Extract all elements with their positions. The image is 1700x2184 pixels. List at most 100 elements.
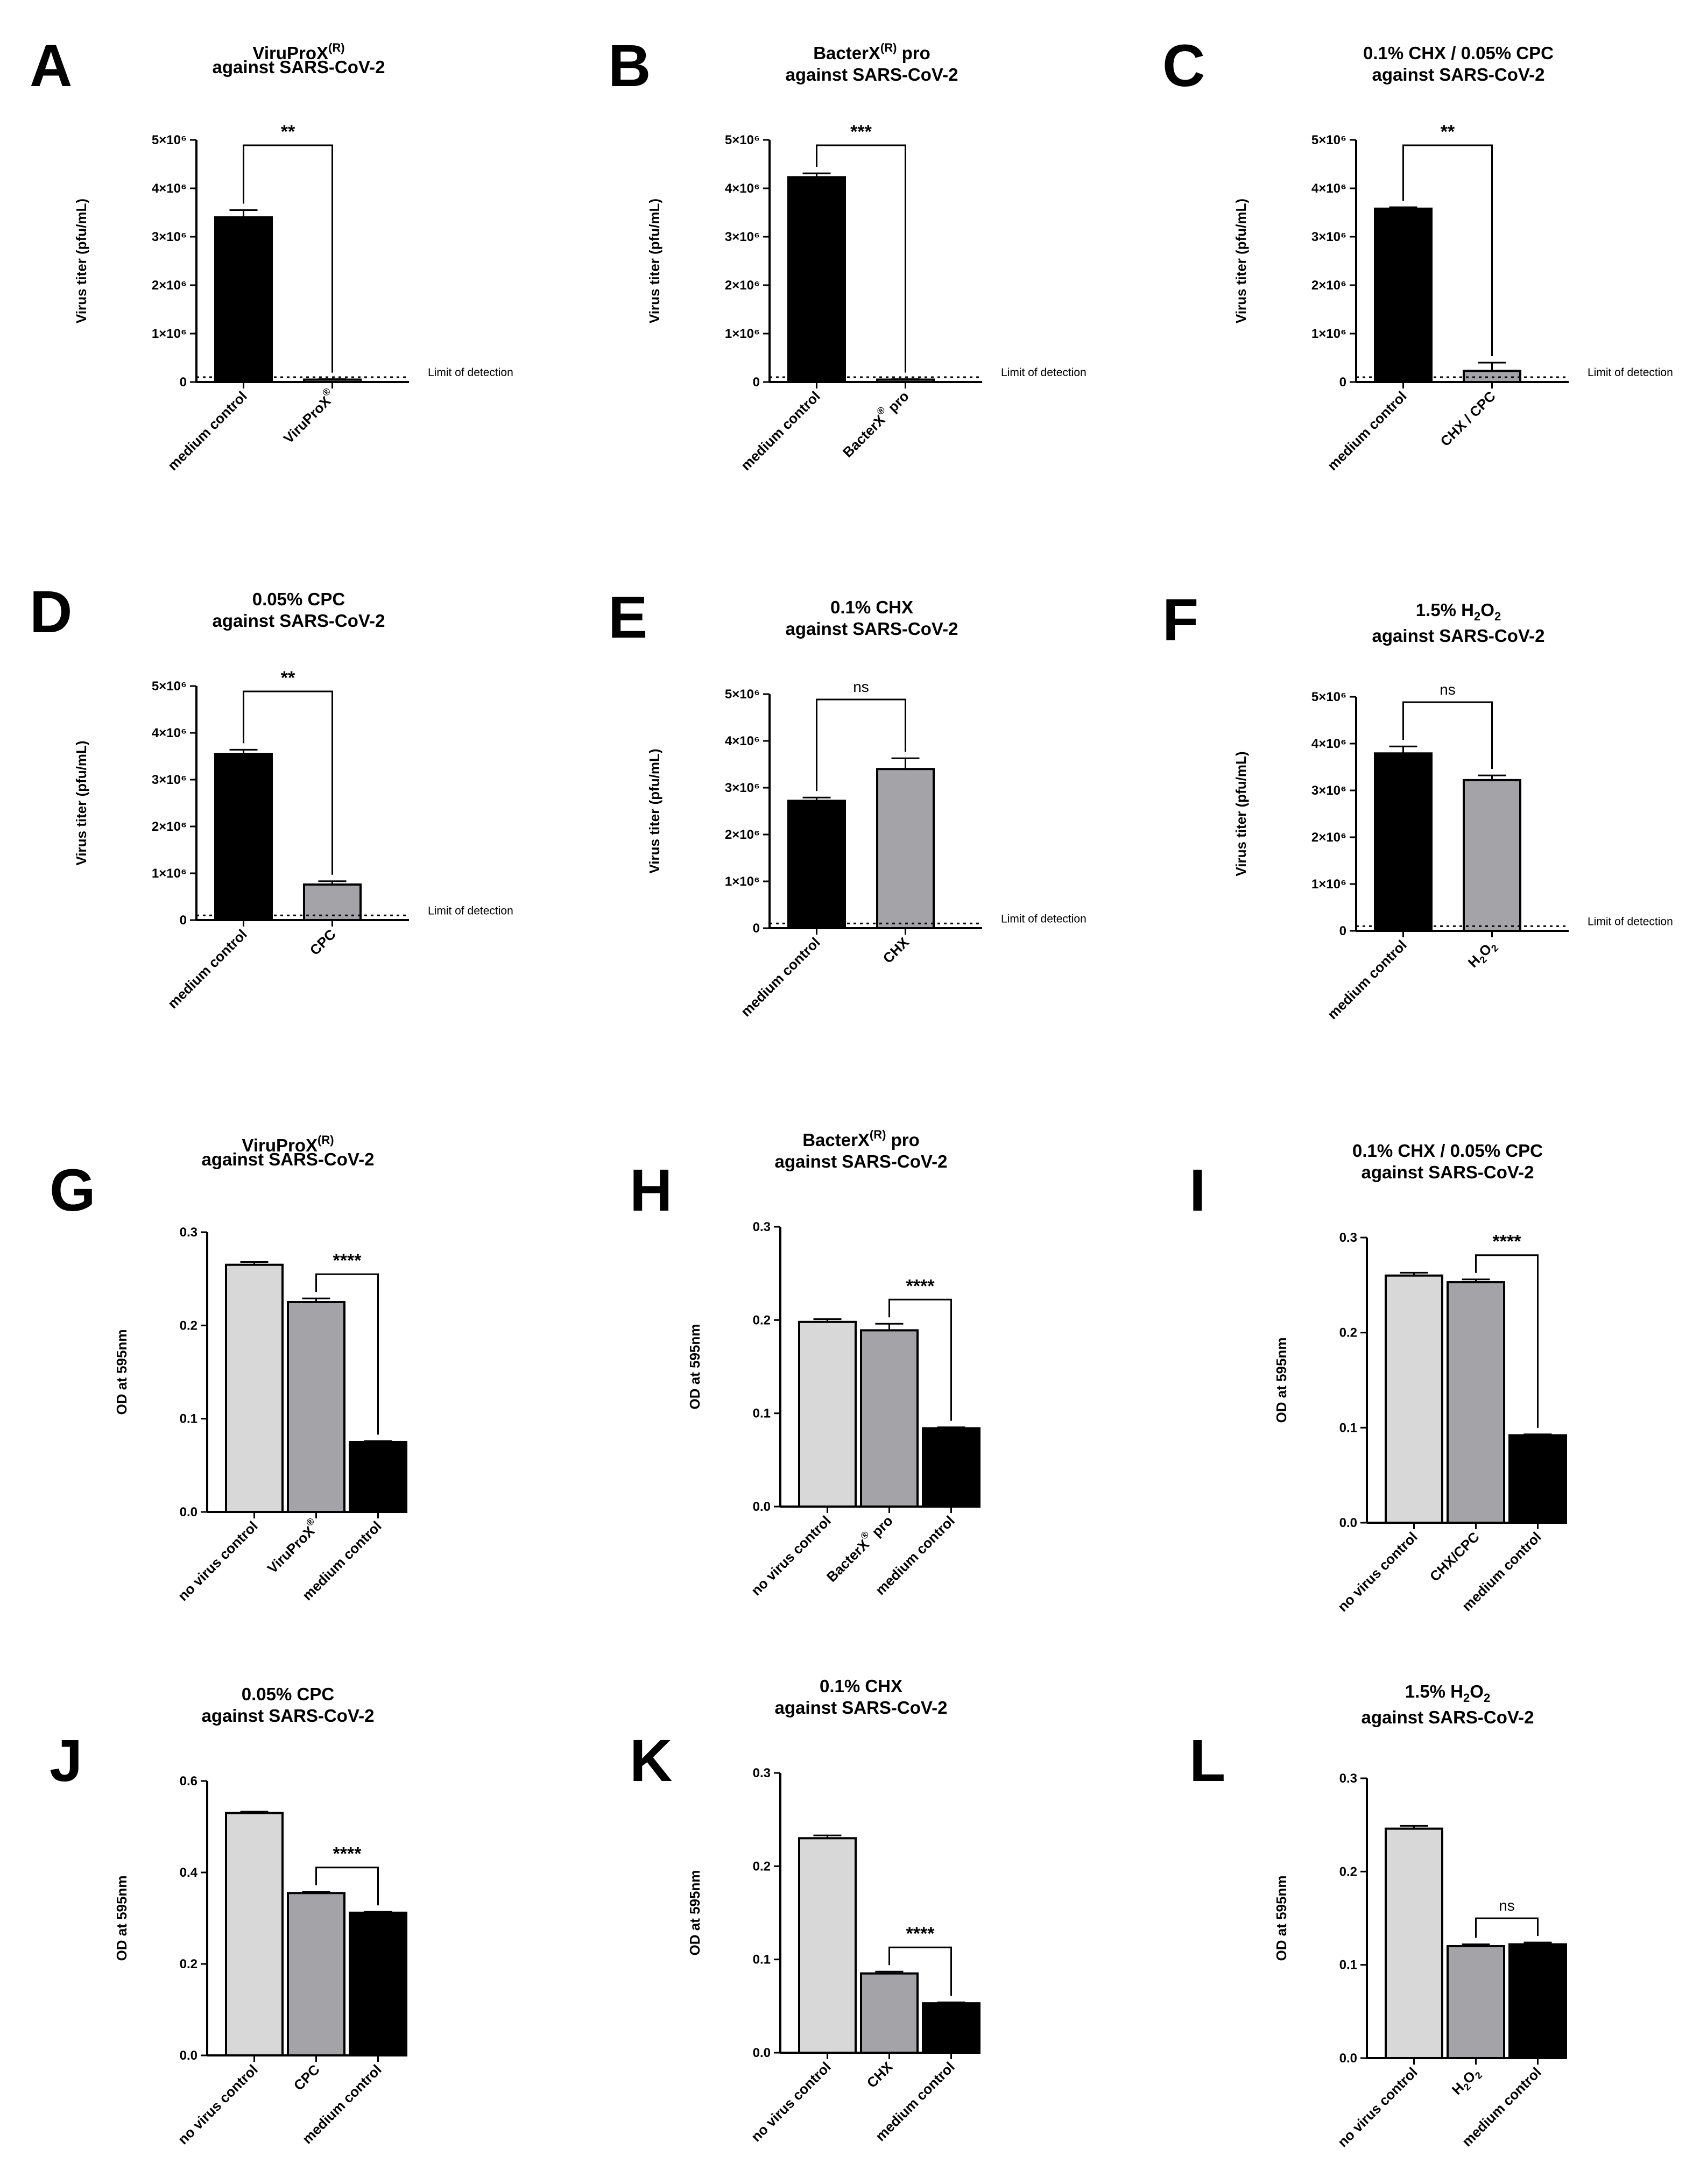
significance-label: **** [333, 1250, 362, 1271]
bar [303, 378, 362, 383]
y-axis-label: Virus titer (pfu/mL) [73, 740, 89, 865]
lod-label: Limit of detection [1001, 913, 1087, 925]
panel-letter: A [30, 33, 72, 99]
significance-label: **** [333, 1844, 362, 1864]
y-axis-label: Virus titer (pfu/mL) [1233, 199, 1249, 323]
y-tick-label: 1×10⁶ [1311, 877, 1346, 892]
cat-part: CHX / CPC [1437, 388, 1499, 449]
title-part: O [1470, 1681, 1484, 1701]
title-sub: 2 [1463, 1691, 1470, 1705]
y-tick-label: 0.1 [753, 1406, 771, 1421]
y-tick-label: 0.3 [180, 1225, 197, 1240]
bar [922, 1427, 981, 1508]
cat-part: no virus control [1335, 1529, 1421, 1615]
title-line: 1.5% H [1405, 1681, 1463, 1701]
significance-bracket [1475, 1917, 1539, 1938]
y-tick-label: 0.3 [1339, 1231, 1357, 1245]
significance-label: *** [850, 122, 872, 142]
category-label: CHX [864, 2059, 896, 2091]
chart-title: ViruProX(R) against SARS-CoV-2 [213, 41, 385, 77]
significance-bracket [1402, 144, 1493, 356]
y-tick-label: 2×10⁶ [1311, 830, 1346, 845]
title-sup: (R) [328, 41, 345, 54]
significance-label: **** [1493, 1232, 1522, 1252]
title-part: O [1480, 600, 1494, 620]
lod-label: Limit of detection [428, 366, 513, 379]
title-line: BacterX [813, 43, 880, 63]
y-tick-label: 5×10⁶ [725, 687, 760, 702]
cat-part: no virus control [175, 2061, 261, 2147]
significance-label: ns [1440, 681, 1456, 698]
title-part: pro [886, 1130, 919, 1150]
cat-part: medium control [738, 934, 823, 1020]
bar [349, 1441, 407, 1513]
y-tick-label: 0 [1339, 924, 1346, 938]
panel-letter: I [1189, 1157, 1206, 1224]
lod-label: Limit of detection [1001, 366, 1087, 379]
title-line: against SARS-CoV-2 [1372, 65, 1545, 84]
category-label: no virus control [175, 2061, 261, 2147]
panel-letter: L [1189, 1728, 1225, 1794]
title-line: against SARS-CoV-2 [786, 65, 958, 84]
y-tick-label: 0.1 [180, 1412, 197, 1426]
y-tick-label: 2×10⁶ [725, 278, 760, 293]
title-line: against SARS-CoV-2 [213, 57, 385, 77]
bar [1447, 1945, 1505, 2059]
significance-label: ns [1499, 1897, 1515, 1914]
y-tick-label: 0.2 [180, 1318, 197, 1333]
y-axis-label: OD at 595nm [114, 1876, 130, 1961]
panel-F: F 1.5% H2O2 against SARS-CoV-201×10⁶2×10⁶3… [1162, 587, 1673, 1022]
y-tick-label: 2×10⁶ [725, 828, 760, 842]
y-tick-label: 5×10⁶ [1311, 133, 1346, 147]
title-line: 0.1% CHX [830, 597, 913, 617]
cat-part: CHX [880, 934, 912, 966]
cat-part: BacterX [823, 1536, 872, 1585]
chart-title: 1.5% H2O2 against SARS-CoV-2 [1362, 1681, 1534, 1727]
y-axis-label: OD at 595nm [114, 1330, 130, 1415]
cat-part: CHX/CPC [1427, 1529, 1483, 1585]
y-tick-label: 5×10⁶ [1311, 690, 1346, 704]
y-tick-label: 0.0 [1339, 1516, 1357, 1530]
panel-C: C 0.1% CHX / 0.05% CPC against SARS-CoV-20… [1162, 33, 1673, 473]
y-tick-label: 0.3 [1339, 1771, 1357, 1786]
panel-letter: F [1162, 587, 1198, 653]
title-line: 0.05% CPC [252, 589, 345, 609]
category-label: ViruProX® [278, 386, 339, 447]
panel-letter: J [50, 1728, 82, 1794]
bar [876, 378, 935, 383]
y-tick-label: 0.2 [1339, 1326, 1357, 1340]
title-line: against SARS-CoV-2 [1362, 1162, 1534, 1182]
y-tick-label: 1×10⁶ [152, 327, 187, 341]
y-tick-label: 3×10⁶ [152, 230, 187, 244]
bar [1374, 752, 1433, 932]
y-tick-label: 2×10⁶ [152, 819, 187, 834]
panel-letter: B [608, 33, 651, 99]
y-tick-label: 0 [1339, 375, 1346, 390]
category-label: no virus control [748, 1512, 834, 1599]
bar [1463, 779, 1521, 932]
cat-part: medium control [165, 388, 250, 473]
significance-bracket [315, 1867, 379, 1906]
category-label: no virus control [1335, 2064, 1421, 2150]
category-label: CHX / CPC [1437, 388, 1499, 449]
cat-part: ViruProX [280, 393, 334, 447]
y-tick-label: 3×10⁶ [725, 781, 760, 795]
y-tick-label: 4×10⁶ [152, 726, 187, 740]
y-tick-label: 0.2 [1339, 1864, 1357, 1879]
bar [349, 1911, 407, 2057]
title-line: against SARS-CoV-2 [786, 619, 958, 639]
title-sup: (R) [870, 1128, 886, 1141]
cat-part: medium control [1324, 388, 1410, 473]
y-tick-label: 5×10⁶ [152, 679, 187, 694]
title-line: against SARS-CoV-2 [775, 1151, 948, 1171]
chart-title: BacterX(R) pro against SARS-CoV-2 [775, 1128, 948, 1171]
category-label: no virus control [748, 2059, 834, 2145]
bar [1508, 1434, 1567, 1524]
cat-part: no virus control [175, 1518, 261, 1604]
y-axis-label: OD at 595nm [687, 1324, 703, 1410]
bar [876, 768, 935, 929]
bar [287, 1892, 345, 2056]
cat-part: ViruProX [264, 1523, 318, 1577]
title-sub: 2 [1494, 610, 1501, 623]
